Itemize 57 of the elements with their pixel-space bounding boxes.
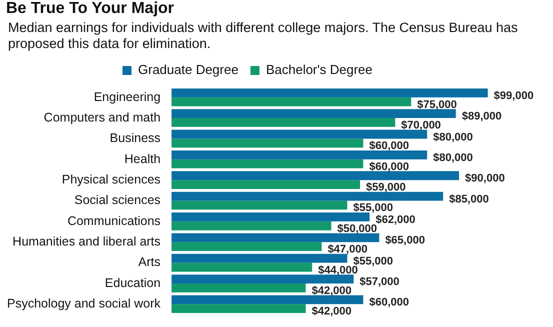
y-tick-label: Psychology and social work <box>7 296 162 311</box>
data-label: $89,000 <box>462 110 502 123</box>
y-tick-label: Business <box>110 131 161 146</box>
bar <box>172 274 354 284</box>
bar <box>172 138 364 148</box>
data-label: $70,000 <box>401 120 441 132</box>
data-label: $65,000 <box>385 234 425 247</box>
legend-label: Graduate Degree <box>138 62 238 78</box>
bar <box>172 88 488 98</box>
chart-title: Be True To Your Major <box>5 0 176 18</box>
y-tick-label: Education <box>104 276 161 290</box>
bar <box>172 254 348 263</box>
data-label: $75,000 <box>417 98 457 111</box>
bar <box>172 242 322 252</box>
y-tick-label: Humanities and liberal arts <box>12 234 161 249</box>
y-tick-label: Communications <box>67 214 161 228</box>
bar <box>172 159 364 168</box>
data-label: $42,000 <box>312 284 352 297</box>
bar <box>172 109 456 118</box>
bar <box>172 304 306 314</box>
bar <box>172 97 412 106</box>
bar <box>172 212 370 222</box>
y-tick-label: Engineering <box>94 90 161 104</box>
y-tick-label: Health <box>124 152 161 166</box>
bar <box>172 200 348 210</box>
data-label: $60,000 <box>369 296 409 309</box>
y-tick-label: Physical sciences <box>62 172 161 187</box>
bar <box>172 192 444 201</box>
bar <box>172 150 428 160</box>
bar <box>172 295 364 304</box>
y-tick-label: Arts <box>138 255 161 270</box>
data-label: $80,000 <box>433 131 473 144</box>
y-tick-label: Social sciences <box>74 193 161 208</box>
bar <box>172 130 428 139</box>
data-label: $80,000 <box>433 152 473 164</box>
data-label: $50,000 <box>337 222 378 235</box>
bar <box>172 171 460 180</box>
bar <box>172 221 332 230</box>
chart-subtitle: Median earnings for individuals with different college majors. The Census Bureau has proposed this data for elimination. <box>7 19 519 52</box>
bar <box>172 283 306 292</box>
data-label: $57,000 <box>360 276 400 288</box>
data-label: $47,000 <box>328 244 368 256</box>
data-label: $42,000 <box>312 306 352 318</box>
data-label: $55,000 <box>353 202 394 214</box>
bar <box>172 262 312 272</box>
bar <box>172 233 380 242</box>
data-label: $99,000 <box>494 90 534 102</box>
data-label: $60,000 <box>369 160 409 173</box>
bar <box>172 180 360 189</box>
data-label: $85,000 <box>449 193 489 206</box>
data-label: $90,000 <box>465 172 505 185</box>
bar <box>172 118 396 127</box>
data-label: $60,000 <box>369 140 409 152</box>
data-label: $59,000 <box>366 182 406 194</box>
legend-label: Bachelor's Degree <box>266 62 373 78</box>
y-tick-label: Computers and math <box>44 110 161 124</box>
data-label: $62,000 <box>376 214 416 226</box>
